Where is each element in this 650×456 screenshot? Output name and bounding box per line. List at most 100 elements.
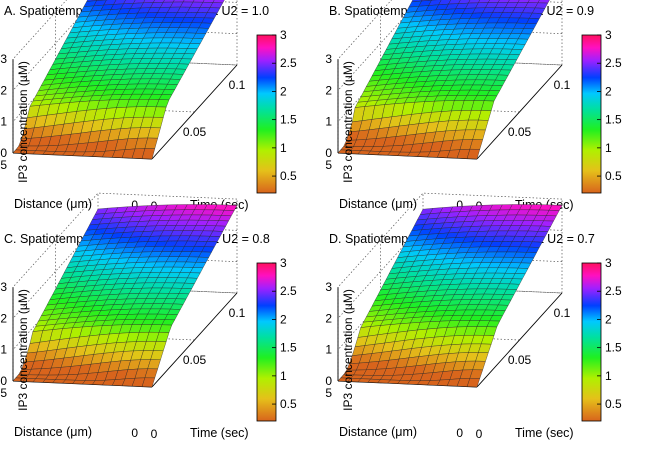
time-tick-label: 0 [476, 427, 483, 441]
colorbar-tick-label: 1 [280, 141, 287, 155]
distance-tick-label: 0 [131, 426, 138, 440]
gridline-z [12, 192, 238, 288]
colorbar-tick-label: 2.5 [280, 284, 297, 298]
time-tick-label: 0.05 [508, 353, 532, 367]
surface-facet [141, 377, 156, 388]
colorbar-tick-label: 0.5 [605, 397, 622, 411]
time-tick-label: 0.05 [183, 125, 207, 139]
colorbar [256, 262, 277, 422]
distance-tick-label: 0 [456, 198, 463, 212]
colorbar-tick-label: 0.5 [280, 169, 297, 183]
z-tick-label: 1 [0, 343, 7, 357]
colorbar-tick-label: 1 [280, 369, 287, 383]
time-axis-label: Time (sec) [515, 426, 574, 440]
z-tick-label: 3 [325, 280, 332, 294]
time-tick-label: 0.1 [554, 78, 571, 92]
time-axis-line [476, 64, 563, 160]
colorbar-tick-label: 2.5 [605, 56, 622, 70]
concentration-axis-label: IP3 concentration (μM) [341, 61, 355, 183]
colorbar-tick-label: 1.5 [605, 341, 622, 355]
gridline-z [12, 286, 238, 382]
chart-panel-b: B. Spatiotemporal IP3 concentration at U… [325, 0, 622, 213]
colorbar-tick-label: 1.5 [280, 113, 297, 127]
time-axis-line [476, 292, 563, 388]
distance-axis-label: Distance (μm) [14, 425, 92, 439]
z-tick-label: 3 [325, 52, 332, 66]
z-tick-label: 0 [325, 374, 332, 388]
z-tick-label: 1 [325, 343, 332, 357]
distance-axis-label: Distance (μm) [339, 197, 417, 211]
colorbar-tick-label: 2 [605, 84, 612, 98]
time-tick-label: 0.05 [183, 353, 207, 367]
colorbar-ticks: 0.5 1 1.5 2 2.5 3 [272, 256, 297, 411]
distance-tick-label: 5 [0, 386, 7, 400]
z-tick-label: 2 [0, 311, 7, 325]
gridline-z [12, 58, 238, 154]
colorbar-tick-label: 0.5 [280, 397, 297, 411]
colorbar-tick-label: 1.5 [605, 113, 622, 127]
z-tick-label: 2 [325, 83, 332, 97]
time-axis-line [151, 64, 238, 160]
colorbar-tick-label: 1 [605, 369, 612, 383]
surface [337, 0, 550, 160]
time-tick-label: 0.1 [229, 78, 246, 92]
surface-facet [466, 378, 481, 388]
surface [12, 0, 225, 160]
surface [337, 204, 563, 388]
z-tick-label: 0 [0, 146, 7, 160]
z-tick-label: 3 [0, 52, 7, 66]
distance-tick-label: 0 [131, 198, 138, 212]
chart-panel-a: A. Spatiotemporal IP3 concentration at U… [0, 0, 297, 213]
z-tick-label: 2 [0, 83, 7, 97]
colorbar-tick-label: 3 [605, 256, 612, 270]
time-tick-label: 0 [151, 427, 158, 441]
concentration-axis-label: IP3 concentration (μM) [16, 289, 30, 411]
colorbar-tick-label: 3 [605, 28, 612, 42]
distance-tick-label: 0 [456, 426, 463, 440]
colorbar-tick-label: 2 [280, 84, 287, 98]
colorbar-tick-label: 2 [280, 312, 287, 326]
chart-panel-d: D. Spatiotemporal IP3 concentration at U… [325, 192, 622, 441]
colorbar-ticks: 0.5 1 1.5 2 2.5 3 [272, 28, 297, 183]
concentration-axis-label: IP3 concentration (μM) [341, 289, 355, 411]
colorbar-tick-label: 1 [605, 141, 612, 155]
colorbar [256, 34, 277, 194]
colorbar-tick-label: 1.5 [280, 341, 297, 355]
time-tick-label: 0.1 [229, 306, 246, 320]
colorbar [581, 34, 602, 194]
gridline-z [337, 192, 563, 288]
colorbar-tick-label: 3 [280, 256, 287, 270]
colorbar-tick-label: 2.5 [280, 56, 297, 70]
distance-axis-label: Distance (μm) [339, 425, 417, 439]
z-tick-label: 1 [0, 115, 7, 129]
colorbar-ticks: 0.5 1 1.5 2 2.5 3 [597, 256, 622, 411]
colorbar-tick-label: 2.5 [605, 284, 622, 298]
colorbar [581, 262, 602, 422]
surface-facet [537, 0, 550, 4]
colorbar-tick-label: 3 [280, 28, 287, 42]
gridline-z [337, 58, 563, 154]
time-tick-label: 0.05 [508, 125, 532, 139]
colorbar-tick-label: 0.5 [605, 169, 622, 183]
surface [12, 204, 238, 388]
z-tick-label: 3 [0, 280, 7, 294]
z-tick-label: 2 [325, 311, 332, 325]
distance-tick-label: 5 [325, 158, 332, 172]
z-tick-label: 0 [325, 146, 332, 160]
distance-tick-label: 5 [325, 386, 332, 400]
colorbar-ticks: 0.5 1 1.5 2 2.5 3 [597, 28, 622, 183]
surface-facet [466, 149, 481, 160]
distance-tick-label: 5 [0, 158, 7, 172]
surface-facet [141, 148, 156, 160]
distance-axis-label: Distance (μm) [14, 197, 92, 211]
time-axis-line [151, 292, 238, 388]
colorbar-tick-label: 2 [605, 312, 612, 326]
concentration-axis-label: IP3 concentration (μM) [16, 61, 30, 183]
time-tick-label: 0.1 [554, 306, 571, 320]
chart-panel-c: C. Spatiotemporal IP3 concentration at U… [0, 192, 297, 441]
z-tick-label: 0 [0, 374, 7, 388]
time-axis-label: Time (sec) [190, 426, 249, 440]
